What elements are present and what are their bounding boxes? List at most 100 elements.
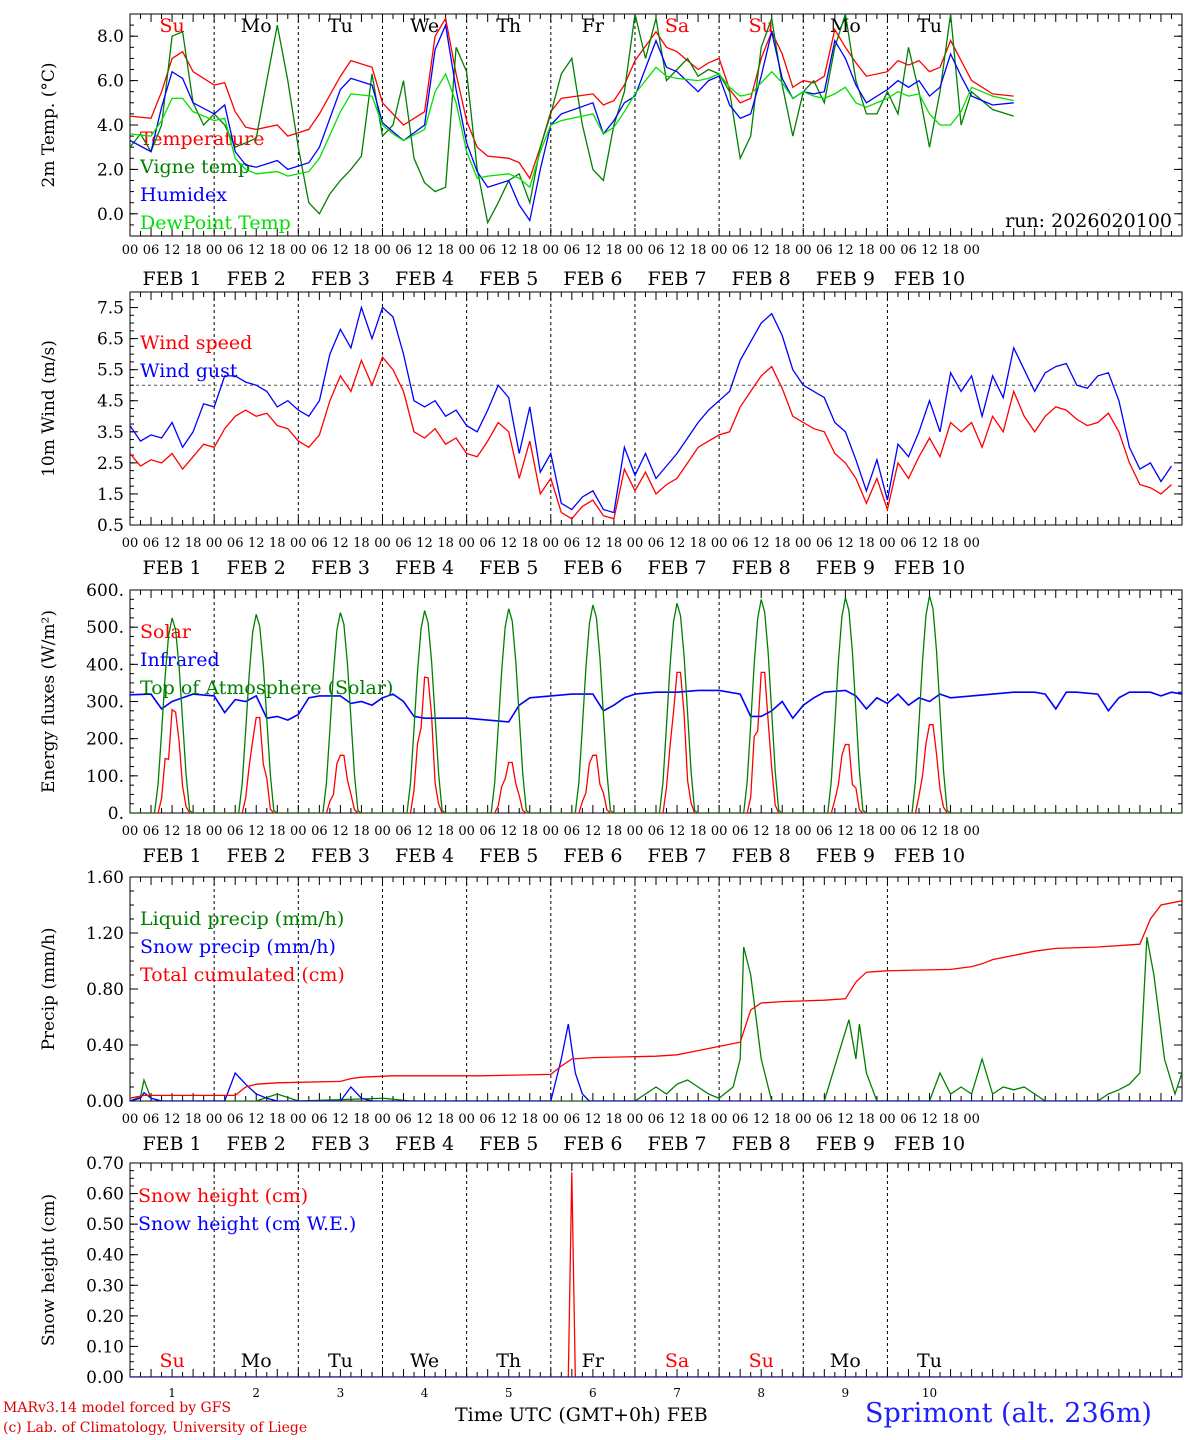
date-label: FEB 3: [311, 1133, 370, 1155]
date-label: FEB 3: [311, 557, 370, 579]
hour-label: 12: [585, 824, 602, 839]
hour-label: 00: [458, 1112, 475, 1127]
date-label: FEB 5: [479, 845, 538, 867]
date-label: FEB 7: [647, 557, 706, 579]
date-label: FEB 8: [732, 1133, 791, 1155]
legend-entry: Snow height (cm W.E.): [138, 1213, 356, 1235]
hour-label: 06: [395, 536, 412, 551]
date-label: FEB 6: [563, 1133, 622, 1155]
hour-label: 06: [900, 536, 917, 551]
series-line-infrared: [130, 689, 1182, 723]
day-number-label: 2: [252, 1386, 260, 1400]
hour-label: 06: [900, 824, 917, 839]
hour-label: 06: [900, 243, 917, 258]
hour-label: 18: [185, 1112, 202, 1127]
hour-label: 18: [774, 243, 791, 258]
hour-label: 12: [500, 536, 517, 551]
y-tick-label: 0.0: [97, 205, 124, 225]
hour-label: 18: [774, 824, 791, 839]
legend-entry: Top of Atmosphere (Solar): [140, 677, 393, 699]
panel-temperature: 0.0 2.0 4.0 6.0 8.0 2m Temp. (°C) 00 06 12 18 FEB …: [39, 13, 1183, 290]
panel-energy: 0. 100. 200. 300. 400. 500. 600. Energy fluxes …: [39, 581, 1183, 867]
hour-label: 00: [458, 243, 475, 258]
hour-label: 12: [669, 824, 686, 839]
hour-label: 00: [879, 243, 896, 258]
hour-label: 00: [122, 536, 139, 551]
hour-label: 00: [711, 824, 728, 839]
hour-label: 06: [816, 243, 833, 258]
hour-label: 18: [858, 536, 875, 551]
hour-label: 06: [479, 536, 496, 551]
hour-label: 06: [227, 824, 244, 839]
weekday-label: Mo: [241, 15, 272, 37]
hour-label: 12: [416, 536, 433, 551]
date-label: FEB 5: [479, 268, 538, 290]
hour-label: 06: [564, 536, 581, 551]
hour-label: 12: [837, 536, 854, 551]
hour-label: 12: [416, 1112, 433, 1127]
y-tick-label: 2.0: [97, 160, 124, 180]
hour-label: 12: [669, 243, 686, 258]
hour-label: 18: [185, 243, 202, 258]
weekday-label: We: [410, 15, 439, 37]
y-tick-label: 0.80: [86, 980, 124, 1000]
hour-label: 12: [837, 824, 854, 839]
legend-entry: Wind speed: [140, 332, 252, 354]
legend-entry: Vigne temp: [139, 156, 250, 178]
hour-label: 06: [227, 1112, 244, 1127]
hour-label: 18: [353, 536, 370, 551]
weekday-label: Tu: [328, 15, 353, 37]
hour-label: 00: [795, 1112, 812, 1127]
hour-label: 12: [500, 243, 517, 258]
plot-frame: [129, 291, 1183, 526]
hour-label: 18: [942, 824, 959, 839]
hour-label: 00: [290, 1112, 307, 1127]
day-number-label: 7: [673, 1386, 681, 1400]
hour-label: 06: [311, 824, 328, 839]
hour-label: 18: [606, 824, 623, 839]
hour-label: 00: [795, 536, 812, 551]
hour-label: 00: [795, 243, 812, 258]
hour-label: 00: [206, 536, 223, 551]
hour-label: 18: [269, 536, 286, 551]
date-label: FEB 4: [395, 845, 454, 867]
hour-label: 12: [416, 243, 433, 258]
hour-label: 00: [879, 536, 896, 551]
date-label: FEB 9: [816, 557, 875, 579]
hour-label: 00: [543, 1112, 560, 1127]
day-number-label: 10: [922, 1386, 937, 1400]
date-label: FEB 1: [143, 845, 202, 867]
hour-label: 00: [122, 824, 139, 839]
weekday-label: We: [410, 1350, 439, 1372]
y-tick-label: 200.: [86, 730, 124, 750]
day-number-label: 4: [421, 1386, 429, 1400]
hour-label: 18: [521, 243, 538, 258]
hour-label: 18: [858, 824, 875, 839]
hour-label: 18: [690, 536, 707, 551]
series-line-wind-speed: [130, 355, 1172, 520]
date-label: FEB 8: [732, 557, 791, 579]
legend-entry: Solar: [140, 621, 192, 643]
y-tick-label: 1.60: [86, 868, 124, 888]
hour-label: 00: [963, 536, 980, 551]
hour-label: 18: [437, 243, 454, 258]
hour-label: 06: [311, 1112, 328, 1127]
hour-label: 18: [269, 1112, 286, 1127]
day-number-label: 6: [589, 1386, 597, 1400]
y-tick-label: 6.0: [97, 72, 124, 92]
y-tick-label: 0.40: [86, 1036, 124, 1056]
hour-label: 06: [900, 1112, 917, 1127]
series-line-dewpoint-temp: [130, 66, 1014, 189]
series-line-vigne-temp: [130, 14, 1014, 225]
y-tick-label: 0.60: [86, 1185, 124, 1205]
y-tick-label: 0.5: [97, 516, 124, 536]
hour-label: 06: [564, 243, 581, 258]
hour-label: 12: [164, 243, 181, 258]
date-label: FEB 4: [395, 1133, 454, 1155]
hour-label: 06: [732, 1112, 749, 1127]
hour-label: 18: [269, 824, 286, 839]
date-label: FEB 10: [894, 845, 965, 867]
panel-precip: 0.00 0.40 0.80 1.20 1.60 Precip (mm/h) 00 06 12 1…: [39, 868, 1183, 1155]
hour-label: 00: [458, 536, 475, 551]
day-number-label: 9: [842, 1386, 850, 1400]
